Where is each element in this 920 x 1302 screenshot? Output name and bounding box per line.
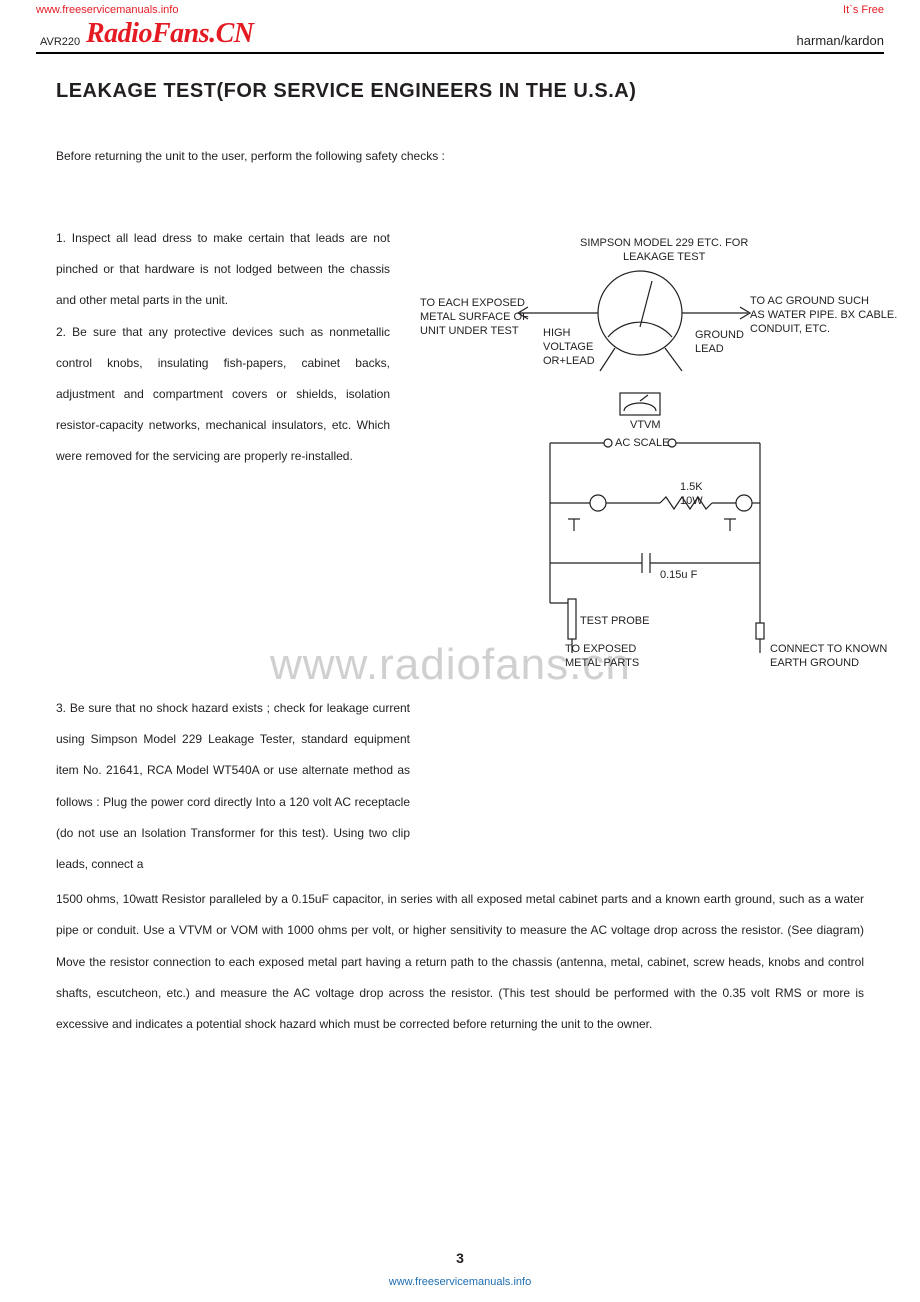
two-column-row: 1. Inspect all lead dress to make certai… — [50, 223, 870, 693]
instruction-1: 1. Inspect all lead dress to make certai… — [56, 223, 390, 317]
page-header: www.freeservicemanuals.info It`s Free AV… — [36, 0, 884, 54]
header-radiofans-logo: RadioFans.CN — [86, 18, 254, 50]
instruction-continuation: 1500 ohms, 10watt Resistor paralleled by… — [50, 884, 870, 1040]
footer-url: www.freeservicemanuals.info — [0, 1276, 920, 1288]
instructions-column: 1. Inspect all lead dress to make certai… — [50, 223, 390, 693]
page-title: LEAKAGE TEST(FOR SERVICE ENGINEERS IN TH… — [56, 80, 870, 103]
header-model: AVR220 — [40, 36, 80, 48]
header-brand: harman/kardon — [797, 33, 884, 48]
intro-text: Before returning the unit to the user, p… — [56, 149, 870, 163]
leakage-test-diagram — [390, 223, 880, 693]
page-number: 3 — [0, 1250, 920, 1266]
diagram-column: SIMPSON MODEL 229 ETC. FOR LEAKAGE TEST … — [390, 223, 870, 693]
instruction-3: 3. Be sure that no shock hazard exists ;… — [50, 693, 410, 880]
main-content: LEAKAGE TEST(FOR SERVICE ENGINEERS IN TH… — [0, 54, 920, 1040]
header-url: www.freeservicemanuals.info — [36, 4, 178, 16]
instruction-2: 2. Be sure that any protective devices s… — [56, 317, 390, 473]
header-itsfree: It`s Free — [843, 4, 884, 16]
